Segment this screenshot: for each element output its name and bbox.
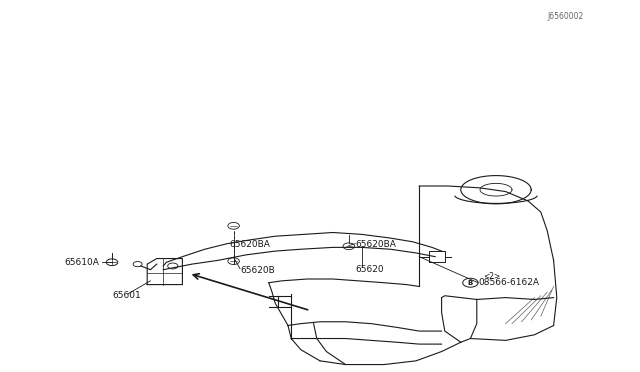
Text: 65601: 65601	[112, 291, 141, 300]
Circle shape	[228, 258, 239, 264]
Text: 08566-6162A: 08566-6162A	[479, 278, 540, 287]
Circle shape	[106, 259, 118, 266]
Text: J6560002: J6560002	[547, 12, 584, 21]
Circle shape	[343, 243, 355, 250]
Circle shape	[168, 263, 178, 269]
Text: 65620BA: 65620BA	[355, 240, 396, 249]
Text: 65620B: 65620B	[240, 266, 275, 275]
Circle shape	[133, 262, 142, 267]
Circle shape	[463, 278, 478, 287]
Text: 65610A: 65610A	[64, 258, 99, 267]
Text: 65620: 65620	[355, 265, 384, 274]
Circle shape	[228, 222, 239, 229]
Text: 65620BA: 65620BA	[229, 240, 270, 249]
Text: B: B	[468, 280, 473, 286]
Text: <2>: <2>	[483, 272, 500, 280]
